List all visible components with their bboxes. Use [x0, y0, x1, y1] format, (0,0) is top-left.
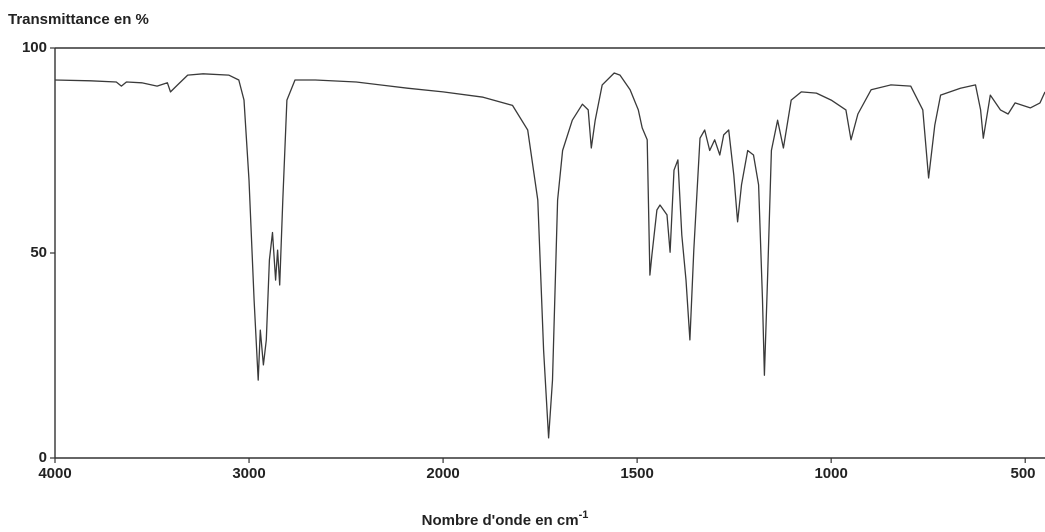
- y-tick-label: 50: [30, 244, 47, 261]
- x-tick-label: 3000: [232, 465, 265, 482]
- x-tick-label: 1000: [814, 465, 847, 482]
- x-axis-label-superscript: -1: [579, 509, 589, 521]
- y-tick-label: 0: [39, 449, 47, 466]
- x-axis-label: Nombre d'onde en cm-1: [422, 509, 589, 529]
- spectrum-line: [54, 72, 1045, 439]
- x-tick-label: 2000: [426, 465, 459, 482]
- x-tick-label: 4000: [38, 465, 71, 482]
- chart-title: Transmittance en %: [8, 11, 149, 28]
- x-tick-label: 1500: [620, 465, 653, 482]
- x-axis-label-text: Nombre d'onde en cm: [422, 512, 579, 529]
- x-tick-label: 500: [1010, 465, 1035, 482]
- y-tick-label: 100: [22, 39, 47, 56]
